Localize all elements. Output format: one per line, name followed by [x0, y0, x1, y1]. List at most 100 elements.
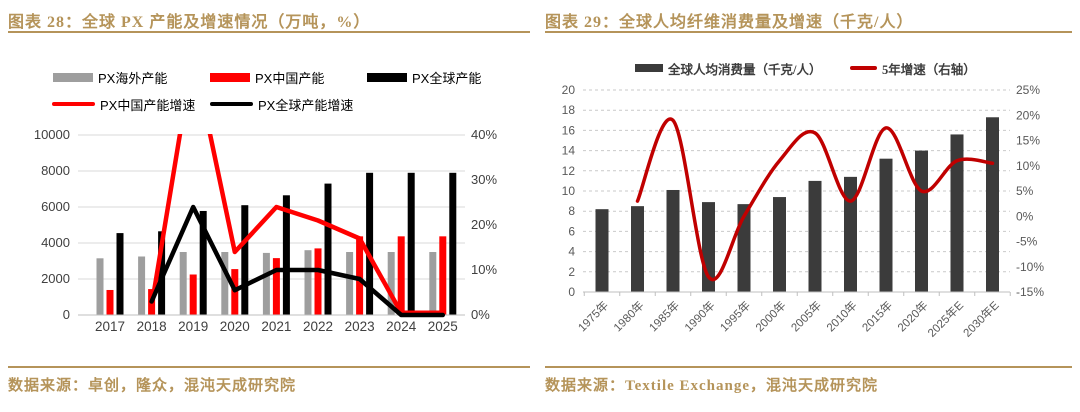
figure-29-legend: 全球人均消费量（千克/人） 5年增速（右轴）	[548, 61, 1072, 77]
x-tick-label: 2005年	[788, 298, 824, 334]
bar	[189, 274, 197, 315]
figure-28-source: 数据来源：卓创，隆众，混沌天成研究院	[8, 378, 297, 394]
x-tick-label: 2023	[345, 319, 375, 334]
x-tick-label: 2025年E	[925, 298, 967, 340]
y-right-tick-label: 15%	[1016, 134, 1040, 148]
y-right-tick-label: 5%	[1016, 184, 1034, 198]
bar	[387, 252, 395, 315]
y-right-tick-label: 20%	[1016, 108, 1040, 122]
bar-swatch-icon	[53, 72, 93, 82]
growth-line	[149, 134, 446, 315]
bar	[808, 180, 822, 292]
lines-layer	[635, 117, 995, 282]
figure-29-title: 图表 29：全球人均纤维消费量及增速（千克/人）	[545, 14, 914, 31]
bar	[950, 134, 964, 292]
legend-item-px-china-growth: PX中国产能增速	[52, 97, 195, 113]
growth-line	[149, 204, 446, 318]
legend-item-px-global-growth: PX全球产能增速	[210, 97, 353, 113]
figure-29-source: 数据来源：Textile Exchange，混沌天成研究院	[545, 378, 879, 394]
bar	[429, 252, 437, 315]
y-left-tick-label: 20	[562, 83, 576, 97]
bar	[346, 252, 354, 315]
x-tick-label: 1985年	[646, 298, 682, 334]
x-tick-label: 1990年	[681, 298, 717, 334]
bar	[844, 176, 857, 292]
y-left-tick-label: 10000	[34, 127, 70, 142]
x-tick-label: 2025	[428, 319, 458, 334]
y-left-tick-label: 8000	[41, 163, 70, 178]
y-left-tick-label: 10	[562, 184, 576, 198]
y-left-tick-label: 8	[568, 204, 575, 218]
bar	[96, 258, 104, 315]
bar	[397, 236, 405, 315]
x-tick-label: 2024	[386, 319, 417, 334]
bar	[356, 236, 364, 315]
bar	[272, 258, 280, 315]
figure-28-source-rule	[8, 366, 530, 368]
x-tick-label: 1975年	[575, 298, 611, 334]
figure-28-title: 图表 28：全球 PX 产能及增速情况（万吨，%）	[8, 14, 371, 31]
x-tick-label: 2015年	[859, 298, 895, 334]
x-tick-label: 1995年	[717, 298, 753, 334]
x-tick-label: 2000年	[752, 298, 788, 334]
legend-item-px-overseas-capacity: PX海外产能	[53, 70, 167, 86]
bar	[595, 209, 609, 292]
y-right-tick-label: -10%	[1016, 260, 1044, 274]
bar	[199, 210, 207, 315]
bar	[986, 117, 999, 292]
y-right-tick-label: 40%	[471, 127, 497, 142]
x-tick-label: 2030年E	[960, 298, 1002, 340]
y-left-tick-label: 0	[568, 285, 575, 299]
figure-28-title-rule	[8, 31, 530, 33]
x-tick-label: 2020	[220, 319, 250, 334]
bar	[439, 236, 447, 315]
legend-item-px-global-capacity: PX全球产能	[367, 70, 481, 86]
y-left-tick-label: 0	[63, 307, 70, 322]
x-tick-label: 1980年	[610, 298, 646, 334]
y-right-tick-label: 10%	[471, 262, 497, 277]
y-right-tick-label: 0%	[471, 307, 490, 322]
y-right-tick-label: 0%	[1016, 209, 1034, 223]
figure-29-title-rule	[545, 31, 1072, 33]
px-capacity-growth-chart: 0 2000 4000 6000 8000 10000 0% 10% 20% 30% 40% 2017…	[34, 127, 498, 334]
bar	[773, 197, 786, 292]
bar	[631, 206, 644, 292]
bar	[262, 252, 270, 315]
bar	[158, 231, 166, 315]
bar	[915, 150, 928, 292]
line-swatch-icon	[52, 101, 95, 107]
y-right-tick-label: 25%	[1016, 83, 1040, 97]
y-right-tick-label: -15%	[1016, 285, 1044, 299]
x-tick-label: 2010年	[823, 298, 859, 334]
growth-line	[635, 117, 995, 282]
y-left-tick-label: 16	[562, 123, 576, 137]
y-left-tick-label: 6000	[41, 199, 70, 214]
bar	[449, 172, 457, 315]
y-right-tick-label: 30%	[471, 172, 497, 187]
bar	[666, 189, 680, 292]
y-right-tick-label: -5%	[1016, 235, 1038, 249]
figure-28-legend: PX海外产能 PX中国产能 PX全球产能 PX中国产能增速 PX全球产能增速	[8, 68, 530, 114]
figure-29-source-rule	[545, 366, 1072, 368]
fiber-consumption-growth-chart: 0 2 4 6 8 10 12 14 16 18 20 -15% -10% -5% 0% 5% 10% 15% 20…	[562, 83, 1045, 340]
line-swatch-icon	[210, 101, 253, 107]
y-left-tick-label: 2	[568, 265, 575, 279]
y-right-tick-label: 10%	[1016, 159, 1040, 173]
bar	[106, 289, 114, 315]
bar	[282, 195, 290, 315]
bar-swatch-icon	[210, 72, 250, 82]
y-left-tick-label: 14	[562, 144, 576, 158]
bar	[179, 252, 187, 315]
y-right-tick-label: 20%	[471, 217, 497, 232]
bar	[241, 205, 249, 315]
x-tick-label: 2021	[261, 319, 291, 334]
y-left-tick-label: 6	[568, 224, 575, 238]
bar	[879, 158, 893, 292]
bar	[366, 172, 374, 315]
legend-item-px-china-capacity: PX中国产能	[210, 70, 324, 86]
bar	[324, 183, 332, 315]
legend-item-fiber-consumption: 全球人均消费量（千克/人）	[635, 61, 821, 77]
y-left-tick-label: 12	[562, 164, 576, 178]
bar	[314, 248, 322, 315]
